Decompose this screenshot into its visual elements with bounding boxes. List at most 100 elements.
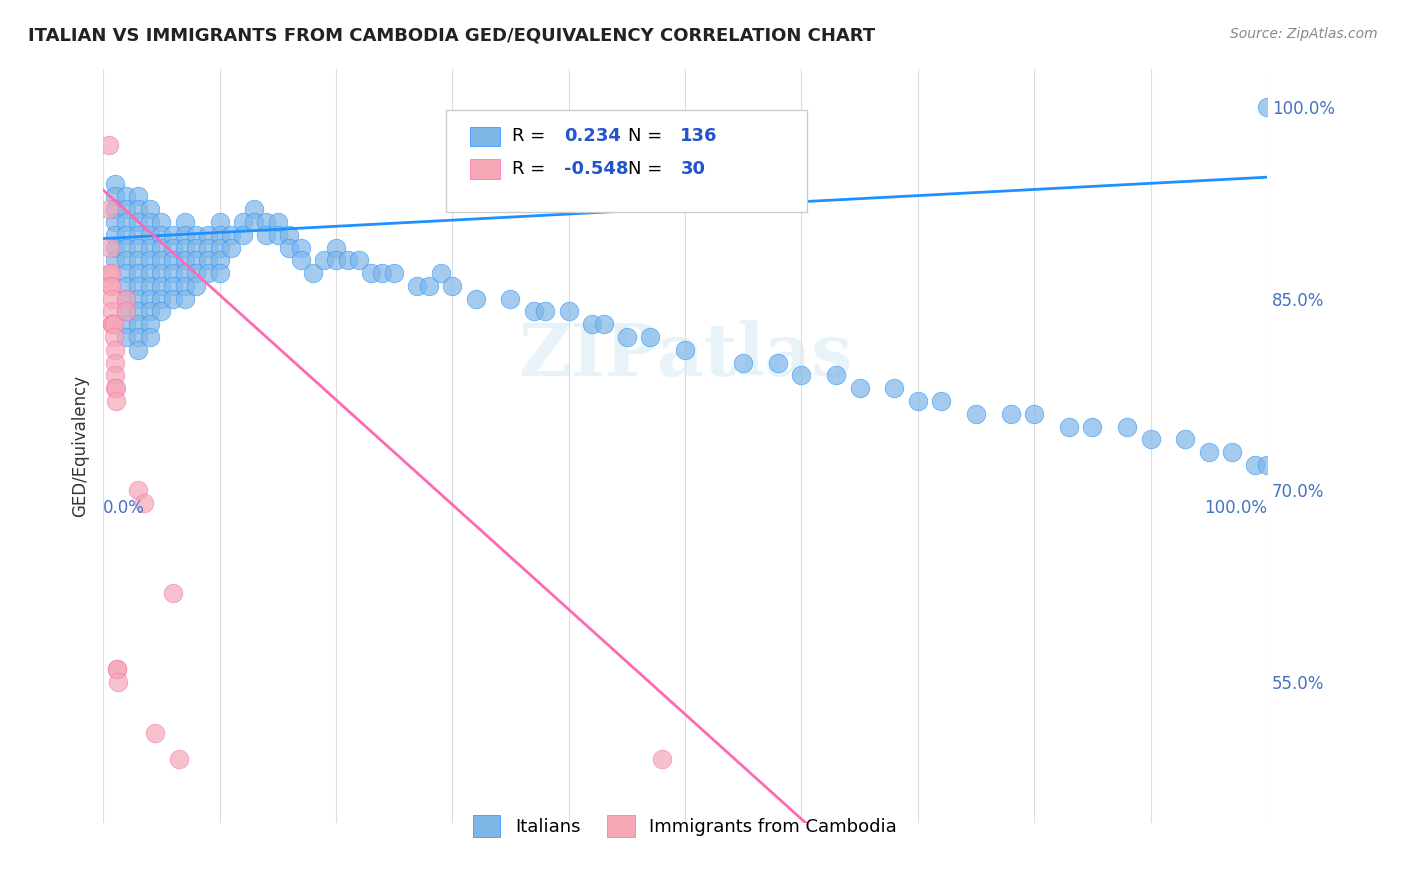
- Point: [115, 202, 138, 216]
- Point: [127, 317, 149, 331]
- Point: [1244, 458, 1267, 472]
- Point: [267, 215, 290, 229]
- Point: [173, 215, 195, 229]
- Point: [138, 227, 160, 242]
- Point: [100, 266, 122, 280]
- Point: [1174, 432, 1197, 446]
- Point: [254, 227, 277, 242]
- Point: [197, 266, 219, 280]
- Text: ZIPatlas: ZIPatlas: [517, 319, 852, 391]
- Text: ITALIAN VS IMMIGRANTS FROM CAMBODIA GED/EQUIVALENCY CORRELATION CHART: ITALIAN VS IMMIGRANTS FROM CAMBODIA GED/…: [28, 27, 876, 45]
- Point: [138, 202, 160, 216]
- Text: R =: R =: [512, 128, 551, 145]
- Point: [138, 330, 160, 344]
- Point: [406, 278, 429, 293]
- Point: [173, 266, 195, 280]
- Point: [243, 215, 266, 229]
- Point: [173, 227, 195, 242]
- Point: [104, 189, 127, 203]
- Point: [127, 240, 149, 254]
- Point: [371, 266, 394, 280]
- Point: [115, 304, 138, 318]
- Point: [100, 278, 122, 293]
- Point: [186, 266, 208, 280]
- Point: [101, 304, 124, 318]
- Point: [127, 330, 149, 344]
- Point: [162, 266, 184, 280]
- Point: [592, 317, 614, 331]
- Point: [186, 227, 208, 242]
- Point: [127, 202, 149, 216]
- Point: [162, 227, 184, 242]
- Point: [104, 202, 127, 216]
- Point: [965, 407, 987, 421]
- Point: [115, 189, 138, 203]
- Point: [581, 317, 603, 331]
- Point: [1139, 432, 1161, 446]
- Point: [127, 304, 149, 318]
- Point: [115, 292, 138, 306]
- Point: [138, 240, 160, 254]
- Point: [150, 253, 173, 268]
- Point: [848, 381, 870, 395]
- Point: [673, 343, 696, 357]
- Point: [138, 253, 160, 268]
- Point: [243, 202, 266, 216]
- Point: [105, 663, 128, 677]
- Point: [150, 227, 173, 242]
- Point: [790, 368, 813, 383]
- Point: [104, 343, 127, 357]
- Point: [1198, 445, 1220, 459]
- Point: [651, 752, 673, 766]
- Point: [360, 266, 382, 280]
- Point: [208, 227, 231, 242]
- Text: R =: R =: [512, 160, 551, 178]
- FancyBboxPatch shape: [470, 127, 501, 146]
- Point: [107, 675, 129, 690]
- Point: [127, 266, 149, 280]
- Point: [1256, 100, 1278, 114]
- Point: [290, 253, 312, 268]
- Point: [100, 278, 122, 293]
- Text: Source: ZipAtlas.com: Source: ZipAtlas.com: [1230, 27, 1378, 41]
- Text: -0.548: -0.548: [564, 160, 628, 178]
- Y-axis label: GED/Equivalency: GED/Equivalency: [72, 375, 89, 516]
- Point: [173, 278, 195, 293]
- Point: [97, 138, 120, 153]
- Point: [1024, 407, 1046, 421]
- Point: [499, 292, 522, 306]
- Point: [162, 253, 184, 268]
- Text: 100.0%: 100.0%: [1204, 499, 1267, 516]
- Point: [347, 253, 370, 268]
- Point: [290, 240, 312, 254]
- Point: [150, 304, 173, 318]
- Point: [1081, 419, 1104, 434]
- Point: [638, 330, 661, 344]
- Point: [98, 266, 121, 280]
- Point: [278, 240, 301, 254]
- Point: [115, 317, 138, 331]
- Point: [138, 266, 160, 280]
- Point: [98, 240, 121, 254]
- Point: [557, 304, 579, 318]
- Point: [162, 240, 184, 254]
- Point: [103, 330, 125, 344]
- Point: [301, 266, 323, 280]
- Point: [104, 368, 127, 383]
- Point: [101, 292, 124, 306]
- Point: [115, 278, 138, 293]
- Point: [464, 292, 486, 306]
- Text: 136: 136: [681, 128, 718, 145]
- Point: [104, 240, 127, 254]
- Point: [197, 227, 219, 242]
- Point: [733, 355, 755, 369]
- Point: [115, 292, 138, 306]
- Point: [254, 215, 277, 229]
- Point: [267, 227, 290, 242]
- Point: [101, 317, 124, 331]
- Point: [104, 215, 127, 229]
- Point: [534, 304, 557, 318]
- Point: [127, 278, 149, 293]
- Point: [150, 292, 173, 306]
- Point: [115, 253, 138, 268]
